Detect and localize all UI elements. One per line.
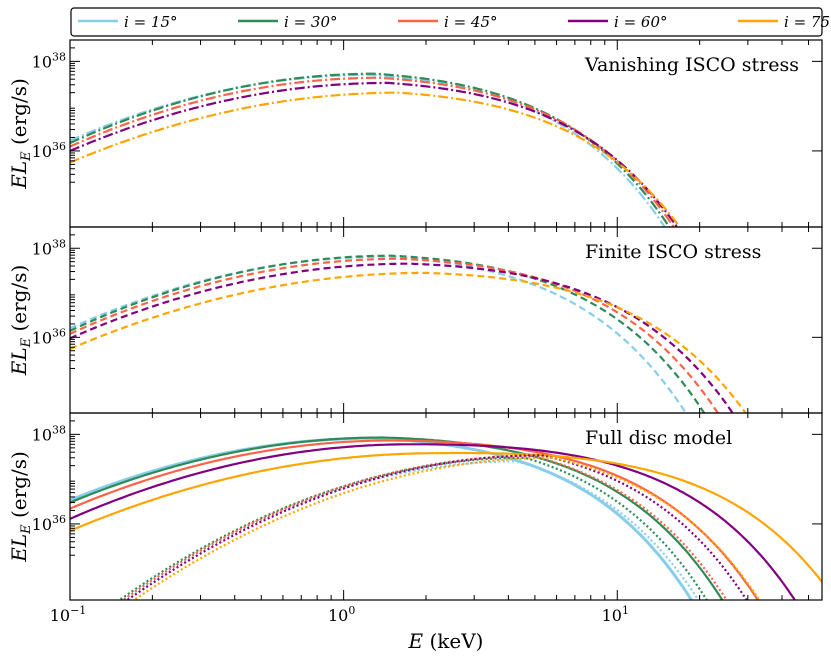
legend-frame bbox=[70, 7, 823, 37]
y-tick-label: 1038 bbox=[32, 237, 66, 258]
x-tick-label: 10−1 bbox=[50, 604, 87, 625]
legend-label: i = 60° bbox=[614, 13, 668, 31]
series-line bbox=[70, 72, 671, 227]
y-tick-label: 1036 bbox=[32, 140, 66, 161]
x-axis: 10−1 100 101 E (keV) bbox=[50, 604, 629, 653]
legend-label: i = 45° bbox=[444, 13, 498, 31]
series-line bbox=[132, 456, 761, 600]
panel-series bbox=[70, 72, 682, 227]
series-line bbox=[70, 76, 676, 227]
series-line bbox=[117, 456, 709, 600]
panel-title: Full disc model bbox=[585, 427, 732, 449]
x-tick-label: 101 bbox=[602, 604, 629, 625]
panel-series bbox=[70, 436, 822, 600]
series-line bbox=[70, 271, 747, 413]
series-line bbox=[70, 257, 720, 413]
y-tick-label: 1038 bbox=[32, 50, 66, 71]
series-line bbox=[70, 254, 706, 413]
panel-1: 1038 1036 Finite ISCO stress ELE (erg/s) bbox=[7, 226, 823, 414]
y-axis-label: ELE (erg/s) bbox=[7, 78, 34, 190]
panel-title: Vanishing ISCO stress bbox=[584, 54, 799, 76]
series-line bbox=[121, 460, 700, 600]
series-line bbox=[70, 443, 797, 600]
series-line bbox=[70, 262, 734, 413]
series-line bbox=[70, 73, 667, 227]
panel-series bbox=[70, 254, 747, 413]
y-tick-label: 1038 bbox=[32, 423, 66, 444]
x-tick-label: 100 bbox=[328, 604, 355, 625]
legend-label: i = 15° bbox=[124, 13, 178, 31]
series-line bbox=[70, 439, 760, 600]
series-line bbox=[125, 454, 748, 600]
panels: 1038 1036 Vanishing ISCO stress ELE (erg/s)… bbox=[7, 39, 823, 601]
legend-label: i = 75° bbox=[784, 13, 831, 31]
y-axis-label: ELE (erg/s) bbox=[7, 451, 34, 563]
panel-frame bbox=[69, 412, 823, 601]
panel-title: Finite ISCO stress bbox=[585, 241, 761, 263]
y-tick-label: 1036 bbox=[32, 326, 66, 347]
y-axis-label: ELE (erg/s) bbox=[7, 265, 34, 377]
legend-label: i = 30° bbox=[284, 13, 338, 31]
legend: i = 15° i = 30° i = 45° i = 60° i = 75° bbox=[70, 7, 831, 37]
y-tick-label: 1036 bbox=[32, 513, 66, 534]
panel-2: 1038 1036 Full disc model ELE (erg/s) bbox=[7, 412, 823, 601]
x-axis-label: E (keV) bbox=[408, 629, 484, 653]
series-line bbox=[121, 454, 728, 600]
series-line bbox=[70, 91, 682, 227]
series-line bbox=[70, 451, 822, 583]
